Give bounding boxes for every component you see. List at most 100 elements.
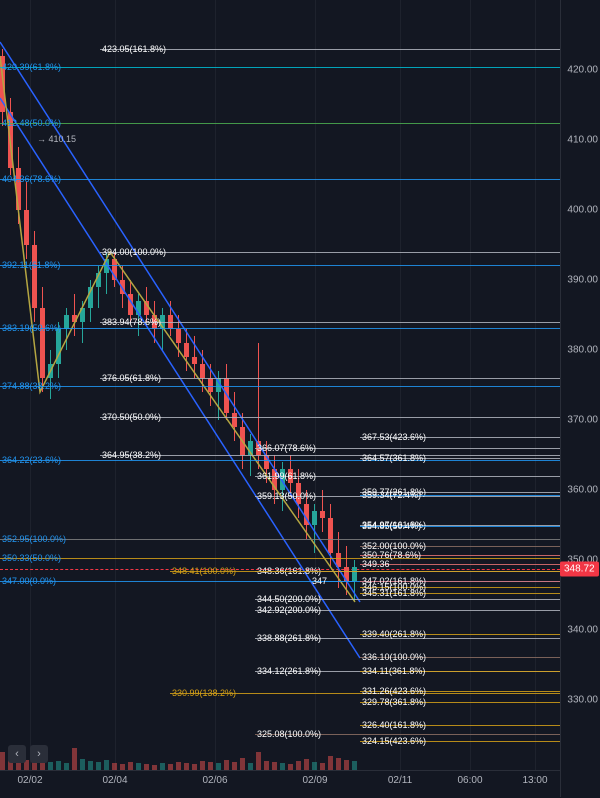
volume-bar (136, 763, 141, 770)
volume-bar (96, 762, 101, 770)
volume-bar (256, 752, 261, 770)
fib-line[interactable] (0, 179, 560, 180)
volume-bar (264, 761, 269, 770)
x-tick-label: 02/11 (388, 775, 412, 786)
candle-body (352, 567, 357, 581)
y-tick-label: 400.00 (567, 205, 598, 216)
candle-body (264, 455, 269, 469)
volume-bar (160, 763, 165, 770)
candle-body (224, 378, 229, 413)
y-tick-label: 420.00 (567, 65, 598, 76)
scroll-right-button[interactable]: › (30, 745, 48, 763)
candle-body (88, 287, 93, 308)
volume-bar (280, 763, 285, 770)
fib-label: 367.53(423.6%) (360, 432, 428, 442)
fib-label: 338.88(261.8%) (255, 633, 323, 643)
fib-line[interactable] (0, 328, 560, 329)
fib-line[interactable] (0, 539, 560, 540)
volume-bar (312, 762, 317, 770)
volume-bar (240, 758, 245, 770)
fib-label: 370.50(50.0%) (100, 412, 163, 422)
candle-body (56, 329, 61, 364)
volume-bar (56, 761, 61, 770)
candle-body (120, 280, 125, 294)
volume-bar (232, 762, 237, 770)
fib-label: 359.34(72.4%) (360, 490, 423, 500)
fib-label: 352.95(100.0%) (0, 534, 68, 544)
fib-label: 394.00(100.0%) (100, 247, 168, 257)
fib-label: 383.94(78.6%) (100, 317, 163, 327)
fib-label: 342.92(200.0%) (255, 605, 323, 615)
candle-body (320, 511, 325, 518)
volume-bar (344, 760, 349, 770)
fib-label: 334.11(361.8%) (360, 666, 427, 676)
candle-body (112, 259, 117, 280)
fib-line[interactable] (0, 123, 560, 124)
fib-line[interactable] (100, 417, 560, 418)
price-note: → 410.15 (35, 134, 78, 144)
fib-line[interactable] (100, 322, 560, 323)
candle-body (328, 518, 333, 553)
volume-bar (128, 762, 133, 770)
fib-line[interactable] (0, 558, 560, 559)
x-tick-label: 06:00 (457, 775, 482, 786)
y-tick-label: 380.00 (567, 345, 598, 356)
fib-line[interactable] (0, 265, 560, 266)
volume-bar (104, 760, 109, 770)
fib-label: 339.40(261.8%) (360, 629, 428, 639)
candle-body (72, 315, 77, 322)
fib-line[interactable] (0, 460, 560, 461)
fib-line[interactable] (100, 455, 560, 456)
volume-bar (176, 762, 181, 770)
candle-body (248, 441, 253, 455)
volume-bar (112, 763, 117, 770)
fib-label: 366.07(78.6%) (255, 443, 318, 453)
candle-body (232, 413, 237, 427)
volume-bar (48, 762, 53, 770)
chart-plot[interactable]: → 410.15420.39(61.8%)412.48(50.0%)404.36… (0, 0, 560, 797)
volume-bar (352, 761, 357, 770)
current-price-tag: 348.72 (560, 561, 599, 576)
fib-line[interactable] (100, 378, 560, 379)
candle-body (96, 273, 101, 287)
fib-label: 392.11(61.8%) (0, 260, 62, 270)
fib-label: 349.36 (360, 559, 392, 569)
fib-line[interactable] (100, 49, 560, 50)
volume-bar (200, 761, 205, 770)
scroll-left-button[interactable]: ‹ (8, 745, 26, 763)
fib-label: 329.78(361.8%) (360, 697, 428, 707)
fib-label: 364.57(361.8%) (360, 453, 428, 463)
candle-body (48, 364, 53, 378)
fib-label: 383.19(50.6%) (0, 323, 63, 333)
candle-body (192, 357, 197, 364)
candle-body (176, 329, 181, 343)
candle-body (24, 210, 29, 245)
fib-label: 350.33(50.0%) (0, 553, 63, 563)
candle-body (32, 245, 37, 308)
fib-label: 348.41(100.0%) (170, 566, 238, 576)
volume-bar (0, 752, 5, 770)
y-axis: 330.00340.00350.00360.00370.00380.00390.… (560, 0, 600, 797)
volume-bar (72, 748, 77, 770)
volume-bar (304, 759, 309, 770)
x-tick-label: 02/09 (302, 775, 327, 786)
fib-label: 364.22(23.6%) (0, 455, 63, 465)
fib-line[interactable] (100, 252, 560, 253)
fib-label: 364.95(38.2%) (100, 450, 163, 460)
fib-line[interactable] (0, 67, 560, 68)
y-tick-label: 340.00 (567, 625, 598, 636)
fib-line[interactable] (0, 386, 560, 387)
fib-label: 344.50(200.0%) (255, 594, 323, 604)
volume-bar (64, 763, 69, 770)
fib-label: 404.36(78.6%) (0, 174, 63, 184)
candle-body (336, 553, 341, 567)
volume-bar (296, 761, 301, 770)
fib-label: 423.05(161.8%) (100, 44, 168, 54)
fib-label: 350.76(78.6%) (360, 550, 423, 560)
candle-body (184, 343, 189, 357)
fib-label: 326.40(161.8%) (360, 720, 428, 730)
candle-body (240, 427, 245, 455)
fib-label: 325.08(100.0%) (255, 729, 323, 739)
candle-body (344, 567, 349, 581)
x-tick-label: 02/04 (102, 775, 127, 786)
